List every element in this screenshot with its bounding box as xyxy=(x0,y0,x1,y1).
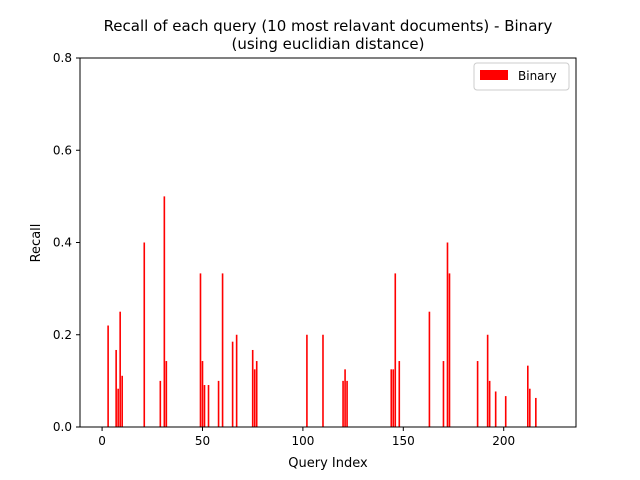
bar xyxy=(494,391,497,427)
bar xyxy=(476,361,479,427)
bar xyxy=(448,273,451,427)
bar xyxy=(107,325,109,427)
bar xyxy=(390,369,393,427)
y-tick-label: 0.0 xyxy=(53,420,72,434)
bar xyxy=(235,334,238,427)
bar xyxy=(428,311,431,427)
bar xyxy=(442,361,445,427)
x-axis-label: Query Index xyxy=(288,456,368,471)
bar xyxy=(163,196,166,428)
y-tick-label: 0.2 xyxy=(53,328,72,342)
bar xyxy=(446,242,449,427)
bar xyxy=(529,388,531,427)
bar xyxy=(231,341,234,427)
legend-box xyxy=(473,62,570,91)
x-tick-label: 0 xyxy=(98,434,106,448)
bar xyxy=(322,334,324,427)
bar-group xyxy=(107,196,537,428)
bar xyxy=(159,380,162,428)
bar xyxy=(398,361,401,427)
y-tick-label: 0.4 xyxy=(53,236,72,250)
legend-label-binary: Binary xyxy=(518,69,557,83)
x-tick-label: 100 xyxy=(291,434,314,448)
bar xyxy=(115,349,117,427)
bar xyxy=(201,361,204,427)
bar xyxy=(251,349,254,427)
x-tick-label: 50 xyxy=(195,434,210,448)
bar xyxy=(342,380,344,428)
x-tick-label: 150 xyxy=(392,434,415,448)
bar xyxy=(255,361,258,427)
bar xyxy=(306,334,308,427)
bar xyxy=(486,334,489,427)
bar xyxy=(392,369,395,427)
bar xyxy=(121,375,123,427)
x-axis-ticks: 0 50 100 150 200 xyxy=(98,427,515,448)
x-tick-label: 200 xyxy=(492,434,515,448)
bar xyxy=(165,361,168,427)
y-axis-ticks: 0.0 0.2 0.4 0.6 0.8 xyxy=(53,51,80,434)
bar xyxy=(217,380,220,428)
bar xyxy=(119,311,121,427)
y-axis-label: Recall xyxy=(29,224,44,263)
bar xyxy=(346,380,348,428)
bar xyxy=(117,388,119,427)
legend-swatch-binary xyxy=(480,70,508,80)
bar xyxy=(504,396,507,427)
y-tick-label: 0.6 xyxy=(53,143,72,157)
bar xyxy=(207,385,210,427)
bar xyxy=(221,273,224,427)
bar xyxy=(527,365,529,427)
bar xyxy=(344,369,346,427)
chart-title: Recall of each query (10 most relavant d… xyxy=(104,17,553,53)
plot-area-frame xyxy=(79,57,577,428)
legend: Binary xyxy=(473,62,570,91)
bar xyxy=(203,385,206,427)
bar xyxy=(488,380,491,428)
y-tick-label: 0.8 xyxy=(53,51,72,65)
bar xyxy=(199,273,202,427)
bar xyxy=(143,242,146,427)
chart-title-line-1: Recall of each query (10 most relavant d… xyxy=(104,17,553,35)
bar xyxy=(394,273,397,427)
bar xyxy=(253,369,256,427)
bar xyxy=(535,397,537,427)
chart-title-line-2: (using euclidian distance) xyxy=(231,35,424,53)
